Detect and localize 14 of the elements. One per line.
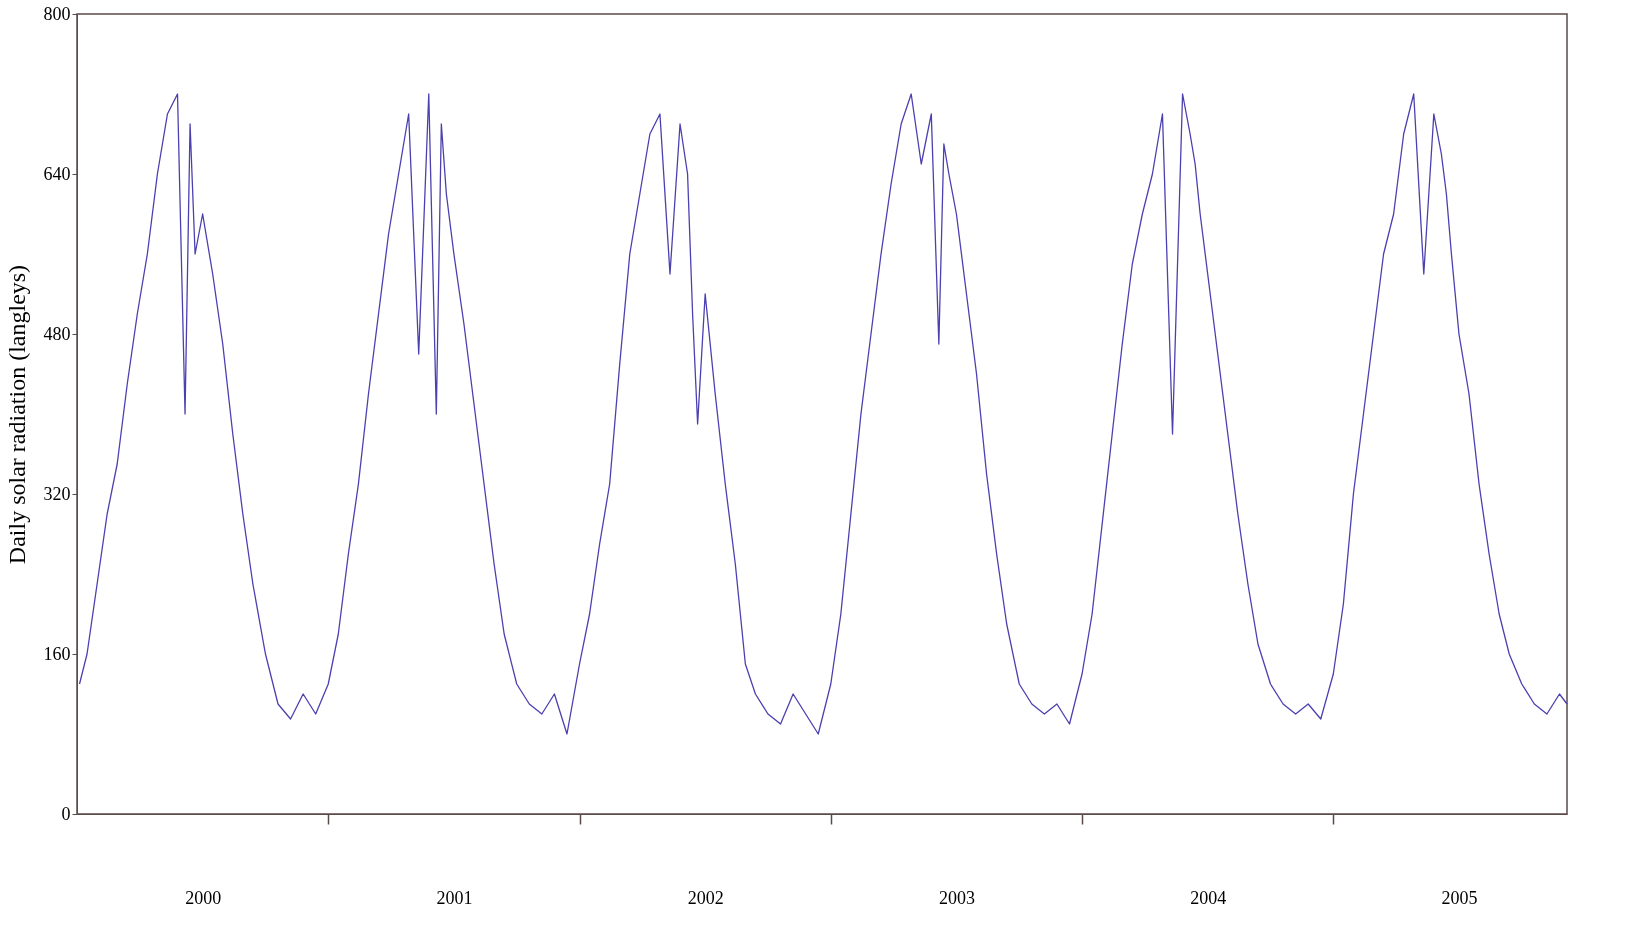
x-tick-label: 2002: [687, 887, 724, 908]
x-tick-label: 2000: [185, 887, 222, 908]
y-tick-label: 160: [43, 643, 71, 664]
y-tick-label: 0: [61, 803, 71, 824]
y-tick-label: 320: [43, 483, 71, 504]
x-tick-label: 2005: [1441, 887, 1478, 908]
y-tick-label: 640: [43, 163, 71, 184]
y-axis-title: Daily solar radiation (langleys): [3, 264, 30, 565]
y-tick-label: 800: [43, 3, 71, 24]
x-tick-label: 2003: [938, 887, 975, 908]
y-tick-label: 480: [43, 323, 71, 344]
x-tick-label: 2001: [436, 887, 473, 908]
line-series: [78, 93, 1568, 735]
x-tick-label: 2004: [1190, 887, 1227, 908]
